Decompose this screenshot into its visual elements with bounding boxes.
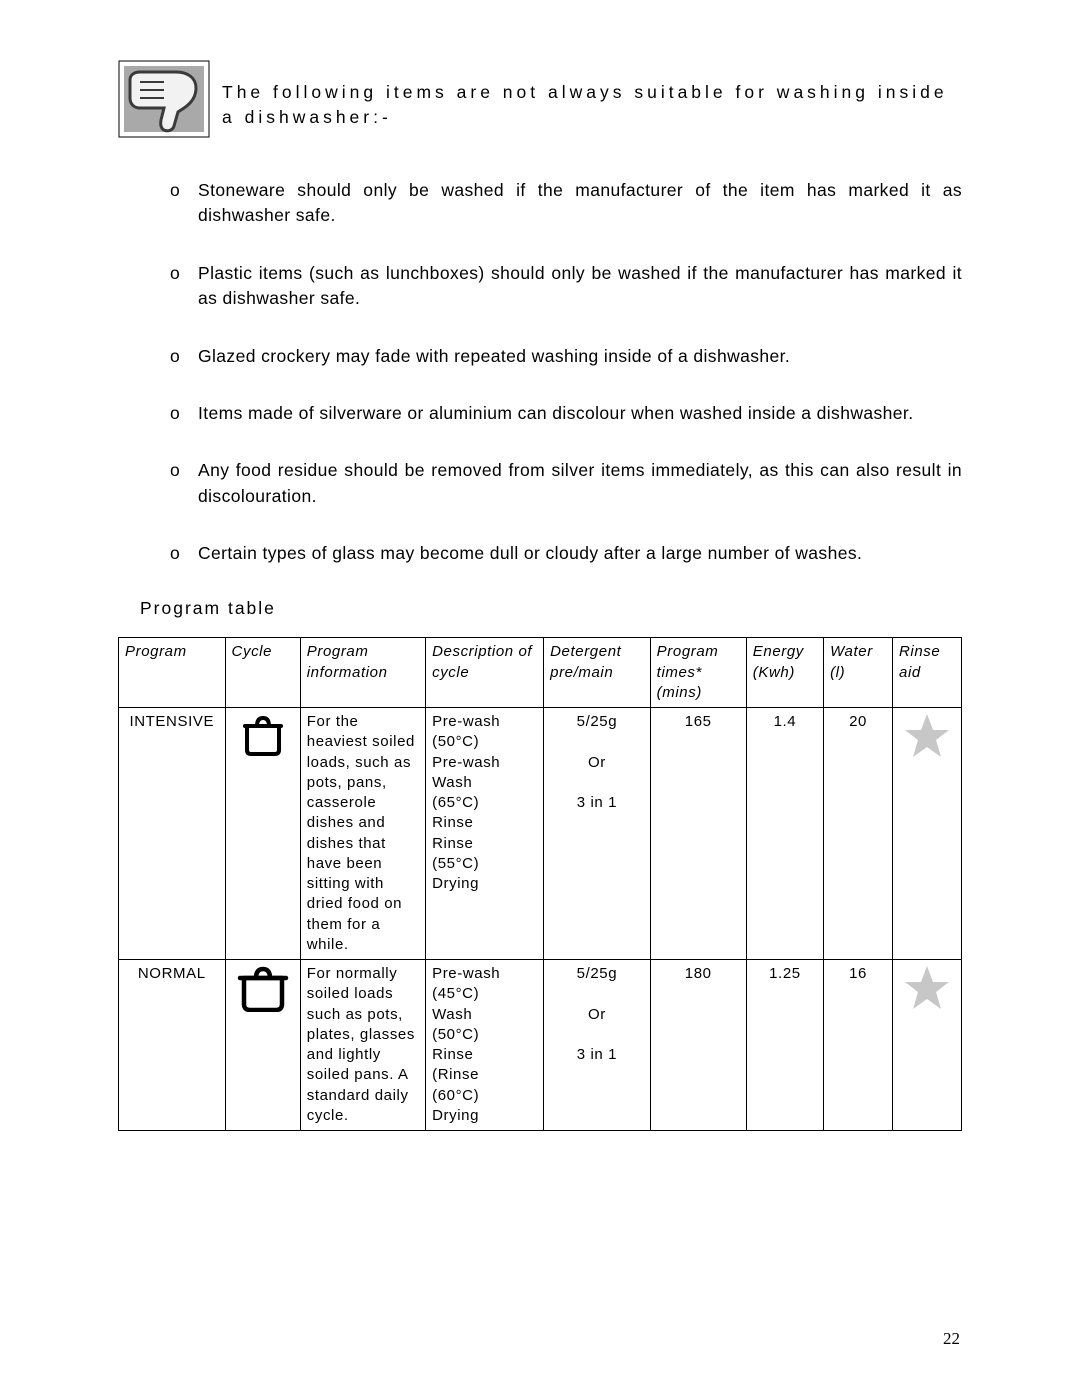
- cell-times: 165: [650, 708, 746, 960]
- intro-block: The following items are not always suita…: [118, 60, 962, 138]
- bullet-marker: o: [170, 541, 198, 566]
- cycle-icon: [225, 708, 300, 960]
- bullet-marker: o: [170, 401, 198, 426]
- cell-water: 20: [824, 708, 893, 960]
- bullet-text: Plastic items (such as lunchboxes) shoul…: [198, 261, 962, 312]
- list-item: o Stoneware should only be washed if the…: [170, 178, 962, 229]
- cell-desc: Pre-wash (50°C) Pre-wash Wash (65°C) Rin…: [426, 708, 544, 960]
- cell-water: 16: [824, 960, 893, 1131]
- cell-energy: 1.25: [746, 960, 823, 1131]
- bullet-marker: o: [170, 458, 198, 509]
- list-item: o Any food residue should be removed fro…: [170, 458, 962, 509]
- bullet-text: Certain types of glass may become dull o…: [198, 541, 862, 566]
- col-header-cycle: Cycle: [225, 638, 300, 708]
- bullet-marker: o: [170, 178, 198, 229]
- table-row: NORMAL For normally soiled loads such as…: [119, 960, 962, 1131]
- col-header-detergent: Detergent pre/main: [544, 638, 651, 708]
- star-icon: [893, 960, 962, 1131]
- bullet-list: o Stoneware should only be washed if the…: [170, 178, 962, 566]
- list-item: o Plastic items (such as lunchboxes) sho…: [170, 261, 962, 312]
- cell-detergent: 5/25g Or 3 in 1: [544, 960, 651, 1131]
- table-header-row: Program Cycle Program information Descri…: [119, 638, 962, 708]
- program-table: Program Cycle Program information Descri…: [118, 637, 962, 1131]
- col-header-water: Water (l): [824, 638, 893, 708]
- bullet-text: Stoneware should only be washed if the m…: [198, 178, 962, 229]
- bullet-text: Any food residue should be removed from …: [198, 458, 962, 509]
- bullet-marker: o: [170, 261, 198, 312]
- cell-energy: 1.4: [746, 708, 823, 960]
- cell-info: For the heaviest soiled loads, such as p…: [300, 708, 425, 960]
- col-header-info: Program information: [300, 638, 425, 708]
- cell-program: INTENSIVE: [119, 708, 226, 960]
- list-item: o Glazed crockery may fade with repeated…: [170, 344, 962, 369]
- star-icon: [893, 708, 962, 960]
- cycle-icon: [225, 960, 300, 1131]
- cell-detergent: 5/25g Or 3 in 1: [544, 708, 651, 960]
- list-item: o Certain types of glass may become dull…: [170, 541, 962, 566]
- table-row: INTENSIVE For the heaviest soiled loads,…: [119, 708, 962, 960]
- col-header-times: Program times* (mins): [650, 638, 746, 708]
- list-item: o Items made of silverware or aluminium …: [170, 401, 962, 426]
- cell-times: 180: [650, 960, 746, 1131]
- col-header-energy: Energy (Kwh): [746, 638, 823, 708]
- document-page: The following items are not always suita…: [0, 0, 1080, 1397]
- cell-desc: Pre-wash (45°C) Wash (50°C) Rinse (Rinse…: [426, 960, 544, 1131]
- bullet-marker: o: [170, 344, 198, 369]
- bullet-text: Items made of silverware or aluminium ca…: [198, 401, 913, 426]
- section-heading: Program table: [140, 598, 962, 619]
- page-number: 22: [943, 1329, 960, 1349]
- col-header-rinse: Rinse aid: [893, 638, 962, 708]
- bullet-text: Glazed crockery may fade with repeated w…: [198, 344, 790, 369]
- col-header-program: Program: [119, 638, 226, 708]
- cell-program: NORMAL: [119, 960, 226, 1131]
- col-header-desc: Description of cycle: [426, 638, 544, 708]
- cell-info: For normally soiled loads such as pots, …: [300, 960, 425, 1131]
- thumbs-down-icon: [118, 60, 210, 138]
- intro-text: The following items are not always suita…: [222, 60, 962, 131]
